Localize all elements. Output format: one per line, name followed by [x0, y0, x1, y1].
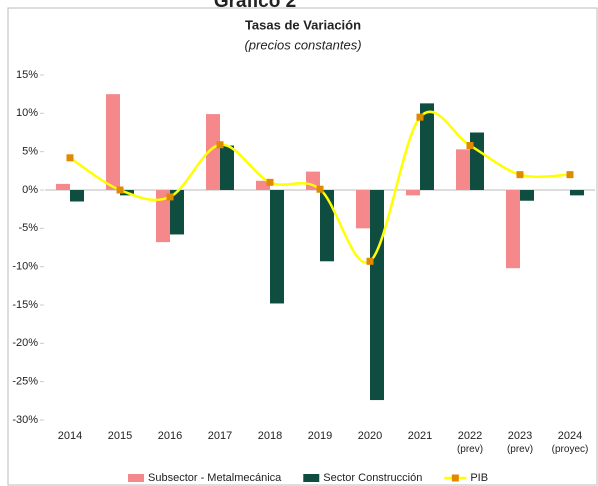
y-tick-label: -10% — [12, 261, 38, 273]
line-marker — [116, 186, 124, 194]
legend-label: PIB — [470, 472, 488, 484]
line-marker — [516, 171, 524, 179]
legend-swatch — [451, 474, 459, 482]
bar — [356, 190, 370, 229]
bar — [206, 114, 220, 190]
line-marker — [166, 193, 174, 201]
legend-label: Subsector - Metalmecánica — [148, 472, 282, 484]
x-tick-label: 2017 — [208, 430, 232, 442]
bar — [220, 145, 234, 190]
bar — [456, 149, 470, 190]
y-tick-label: -20% — [12, 337, 38, 349]
x-tick-label: 2019 — [308, 430, 332, 442]
bar — [320, 190, 334, 262]
x-tick-label: 2024 (proyec) — [552, 430, 589, 455]
bar — [106, 94, 120, 190]
bar — [406, 190, 420, 196]
y-tick-label: -30% — [12, 414, 38, 426]
y-tick-label: 5% — [22, 146, 38, 158]
bar — [70, 190, 84, 202]
legend-swatch — [303, 474, 320, 482]
line-marker — [316, 185, 324, 193]
line-marker — [416, 113, 424, 121]
bar — [470, 132, 484, 190]
bar — [370, 190, 384, 401]
y-tick-label: 15% — [16, 69, 38, 81]
chart-subtitle: (precios constantes) — [244, 37, 361, 52]
bar — [156, 190, 170, 243]
line-marker — [216, 141, 224, 149]
line-marker — [266, 178, 274, 186]
bar — [270, 190, 284, 304]
y-tick-label: -5% — [18, 222, 38, 234]
chart-frame — [7, 7, 598, 486]
x-tick-label: 2014 — [58, 430, 82, 442]
figure-label: Gráfico 2 — [214, 0, 296, 12]
y-tick-label: -25% — [12, 376, 38, 388]
line-marker — [366, 257, 374, 265]
x-tick-label: 2018 — [258, 430, 282, 442]
bar — [306, 171, 320, 190]
bar — [56, 183, 70, 190]
bar — [570, 190, 584, 196]
y-tick-label: 10% — [16, 107, 38, 119]
bar — [256, 180, 270, 190]
legend-swatch — [128, 474, 144, 482]
x-tick-label: 2023 (prev) — [507, 430, 533, 455]
chart-title: Tasas de Variación — [245, 17, 361, 32]
bar — [170, 190, 184, 235]
bar — [506, 190, 520, 269]
line-marker — [466, 142, 474, 150]
x-tick-label: 2021 — [408, 430, 432, 442]
y-tick-label: 0% — [22, 184, 38, 196]
x-tick-label: 2020 — [358, 430, 382, 442]
x-tick-label: 2015 — [108, 430, 132, 442]
y-tick-label: -15% — [12, 299, 38, 311]
line-marker — [566, 171, 574, 179]
bar — [520, 190, 534, 201]
bar — [420, 103, 434, 190]
line-marker — [66, 154, 74, 162]
x-tick-label: 2016 — [158, 430, 182, 442]
legend-label: Sector Construcción — [323, 472, 422, 484]
x-tick-label: 2022 (prev) — [457, 430, 483, 455]
